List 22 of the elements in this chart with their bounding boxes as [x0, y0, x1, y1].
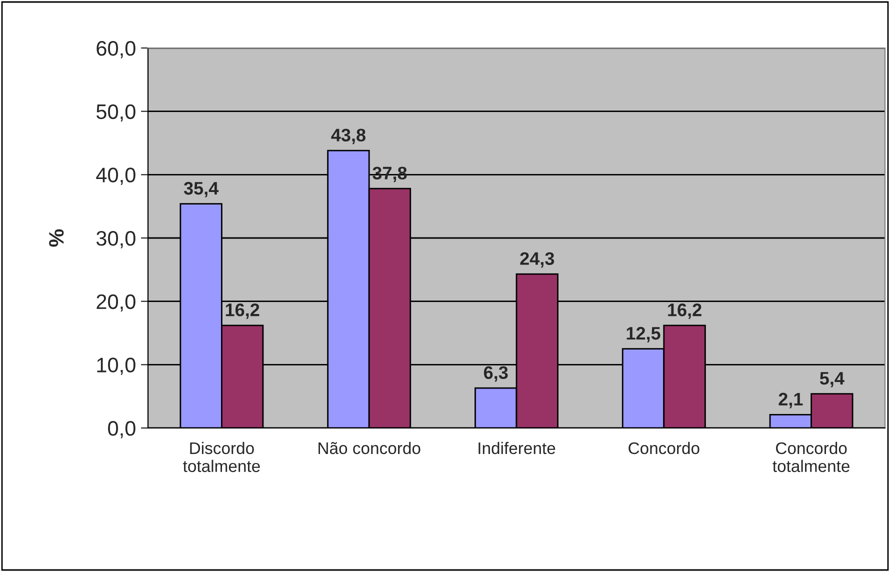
- data-label: 2,1: [778, 392, 803, 408]
- y-axis-title: %: [49, 229, 64, 247]
- data-label: 24,3: [520, 252, 554, 268]
- y-tick-label: 30,0: [96, 231, 136, 248]
- y-tick-label: 0,0: [108, 421, 136, 438]
- x-tick-label: Indiferente: [478, 442, 556, 454]
- y-tick-label: 40,0: [96, 168, 136, 185]
- y-tick-label: 10,0: [97, 358, 136, 375]
- data-label: 43,8: [331, 128, 366, 144]
- y-tick-label: 50,0: [96, 104, 136, 122]
- data-label: 35,4: [184, 182, 219, 198]
- data-label: 16,2: [226, 303, 260, 319]
- x-tick-label: Não concordo: [318, 442, 420, 454]
- x-tick-label: Discordo totalmente: [183, 442, 260, 472]
- data-label: 5,4: [820, 372, 844, 388]
- data-label: 12,5: [626, 326, 660, 342]
- y-tick-label: 20,0: [96, 294, 136, 312]
- data-label: 16,2: [668, 303, 702, 319]
- y-tick-label: 60,0: [96, 41, 136, 58]
- x-tick-label: Concordo: [628, 442, 700, 454]
- x-tick-label: Concordo totalmente: [772, 442, 850, 472]
- data-label: 6,3: [484, 366, 508, 382]
